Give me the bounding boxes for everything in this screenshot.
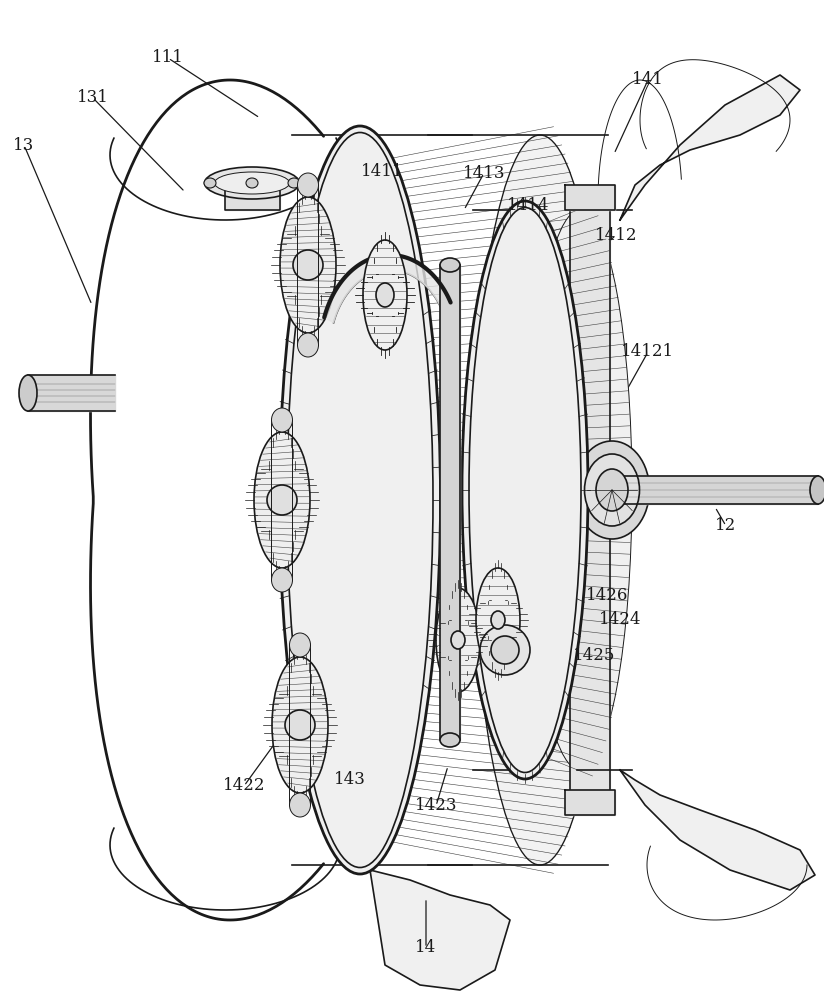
Ellipse shape: [267, 485, 297, 515]
Ellipse shape: [272, 657, 328, 793]
Ellipse shape: [810, 476, 824, 504]
Text: 1424: 1424: [599, 611, 641, 629]
Polygon shape: [370, 870, 510, 990]
Ellipse shape: [451, 631, 465, 649]
Ellipse shape: [363, 240, 407, 350]
Polygon shape: [620, 770, 815, 890]
Text: 143: 143: [334, 772, 366, 788]
Ellipse shape: [246, 178, 258, 188]
Ellipse shape: [289, 793, 311, 817]
Text: 141: 141: [632, 72, 664, 89]
Polygon shape: [225, 183, 280, 210]
Ellipse shape: [462, 201, 588, 779]
Text: 13: 13: [13, 136, 35, 153]
Ellipse shape: [297, 333, 319, 357]
Ellipse shape: [289, 633, 311, 657]
Ellipse shape: [279, 126, 441, 874]
Text: 131: 131: [77, 90, 109, 106]
Ellipse shape: [214, 172, 289, 194]
Ellipse shape: [440, 733, 460, 747]
Ellipse shape: [204, 167, 299, 199]
Text: 1426: 1426: [586, 587, 628, 604]
Ellipse shape: [19, 375, 37, 411]
Polygon shape: [440, 265, 460, 740]
Ellipse shape: [271, 408, 293, 432]
Polygon shape: [565, 185, 615, 210]
Ellipse shape: [436, 588, 480, 692]
Polygon shape: [565, 790, 615, 815]
Text: 1411: 1411: [361, 163, 403, 180]
Text: 1412: 1412: [595, 227, 637, 243]
Ellipse shape: [584, 454, 639, 526]
Ellipse shape: [480, 625, 530, 675]
Text: 1413: 1413: [463, 164, 505, 182]
Text: 1423: 1423: [414, 798, 457, 814]
Text: 1422: 1422: [222, 778, 265, 794]
Ellipse shape: [297, 173, 319, 197]
Text: 1414: 1414: [507, 196, 550, 214]
Text: 14: 14: [415, 940, 437, 956]
Ellipse shape: [288, 178, 300, 188]
Ellipse shape: [376, 283, 394, 307]
Ellipse shape: [596, 469, 628, 511]
Ellipse shape: [491, 636, 519, 664]
Text: 12: 12: [715, 518, 737, 534]
Polygon shape: [620, 75, 800, 220]
Ellipse shape: [574, 441, 649, 539]
Ellipse shape: [440, 258, 460, 272]
Ellipse shape: [280, 197, 336, 333]
Ellipse shape: [528, 210, 632, 770]
Text: 111: 111: [152, 49, 184, 66]
Text: 14121: 14121: [621, 344, 675, 360]
Ellipse shape: [476, 568, 520, 672]
Ellipse shape: [293, 250, 323, 280]
Ellipse shape: [254, 432, 310, 568]
Text: 1425: 1425: [573, 648, 616, 664]
Polygon shape: [324, 255, 451, 323]
Polygon shape: [570, 195, 610, 795]
Ellipse shape: [204, 178, 216, 188]
Ellipse shape: [472, 135, 608, 865]
Ellipse shape: [271, 568, 293, 592]
Ellipse shape: [491, 611, 505, 629]
Ellipse shape: [285, 710, 315, 740]
Polygon shape: [618, 476, 818, 504]
